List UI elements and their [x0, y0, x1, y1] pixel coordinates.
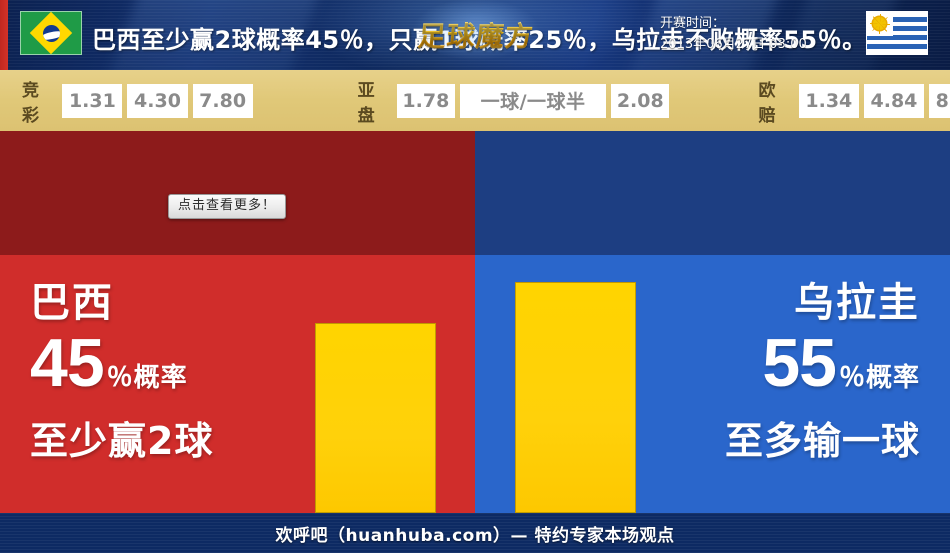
odds-value-draw[interactable]: 4.84	[863, 83, 924, 118]
kickoff-time: 2013年06月27日 03:00	[660, 37, 807, 52]
brazil-flag-icon	[20, 11, 82, 55]
home-team-panel: 巴西 45 ％概率 至少赢2球	[0, 255, 475, 513]
away-team-panel: 乌拉圭 55 ％概率 至多输一球	[475, 255, 950, 513]
click-more-tooltip: 点击查看更多！	[168, 194, 287, 219]
bar-away-probability	[515, 282, 636, 513]
away-probability-value: 55	[762, 325, 837, 401]
sun-of-may-icon	[869, 13, 890, 34]
home-probability-value: 45	[30, 325, 105, 401]
home-team-stats: 巴西 45 ％概率 至少赢2球	[30, 277, 213, 466]
odds-value-handicap[interactable]: 一球/一球半	[460, 83, 607, 118]
footer-credit: 欢呼吧（huanhuba.com）— 特约专家本场观点	[275, 525, 675, 546]
flag-stripe	[867, 26, 927, 31]
away-team-name: 乌拉圭	[794, 280, 920, 326]
odds-group-label: 欧赔	[758, 80, 777, 126]
odds-bar: 竞彩 1.31 4.30 7.80 亚盘 1.78 一球/一球半 2.08 欧赔…	[0, 70, 950, 131]
header-bar	[0, 0, 950, 70]
flag-stripe	[867, 35, 927, 40]
odds-value-home[interactable]: 1.31	[62, 83, 123, 118]
odds-value-away[interactable]: 2.08	[611, 83, 670, 118]
home-team-name: 巴西	[30, 280, 114, 326]
odds-group-jingcai: 竞彩 1.31 4.30 7.80	[22, 76, 258, 126]
odds-value-home[interactable]: 1.78	[396, 83, 456, 118]
footer-bar: 欢呼吧（huanhuba.com）— 特约专家本场观点	[0, 513, 950, 553]
flag-canton	[867, 12, 893, 36]
headline-band-left	[0, 131, 475, 255]
home-probability-row: 45 ％概率	[30, 327, 213, 414]
odds-value-draw[interactable]: 4.30	[127, 83, 188, 118]
odds-group-asian-handicap: 亚盘 1.78 一球/一球半 2.08	[358, 76, 675, 126]
kickoff-info: 开赛时间： 2013年06月27日 03:00	[660, 13, 807, 55]
odds-value-away[interactable]: 8.20	[929, 83, 950, 118]
uruguay-flag-icon	[866, 11, 928, 55]
odds-group-label: 竞彩	[22, 80, 40, 126]
site-logo-text: 足球魔方	[416, 15, 536, 55]
odds-group-european: 欧赔 1.34 4.84 8.20	[758, 76, 950, 126]
headline-band	[0, 131, 950, 255]
home-probability-unit: ％概率	[106, 363, 188, 393]
odds-group-label: 亚盘	[357, 80, 376, 126]
home-outcome-description: 至少赢2球	[30, 419, 214, 463]
odds-value-home[interactable]: 1.34	[798, 83, 859, 118]
bar-home-probability	[315, 323, 436, 513]
probability-chart: 巴西 45 ％概率 至少赢2球 乌拉圭 55 ％概率 至多输一球	[0, 255, 950, 513]
odds-value-away[interactable]: 7.80	[192, 83, 253, 118]
away-team-stats: 乌拉圭 55 ％概率 至多输一球	[725, 277, 920, 466]
site-logo[interactable]: 足球魔方	[400, 0, 552, 70]
headline-summary[interactable]: 巴西至少赢2球概率45％，只赢1球概率25％，乌拉圭不败概率55％。	[92, 18, 892, 62]
flag-stripe	[867, 17, 927, 22]
flag-globe	[42, 24, 60, 42]
kickoff-label: 开赛时间：	[660, 16, 726, 31]
headline-band-right	[475, 131, 950, 255]
header-accent-strip	[0, 0, 8, 70]
away-probability-row: 55 ％概率	[725, 327, 920, 414]
away-outcome-description: 至多输一球	[724, 419, 920, 463]
flag-stripe	[867, 44, 927, 49]
away-probability-unit: ％概率	[838, 363, 920, 393]
